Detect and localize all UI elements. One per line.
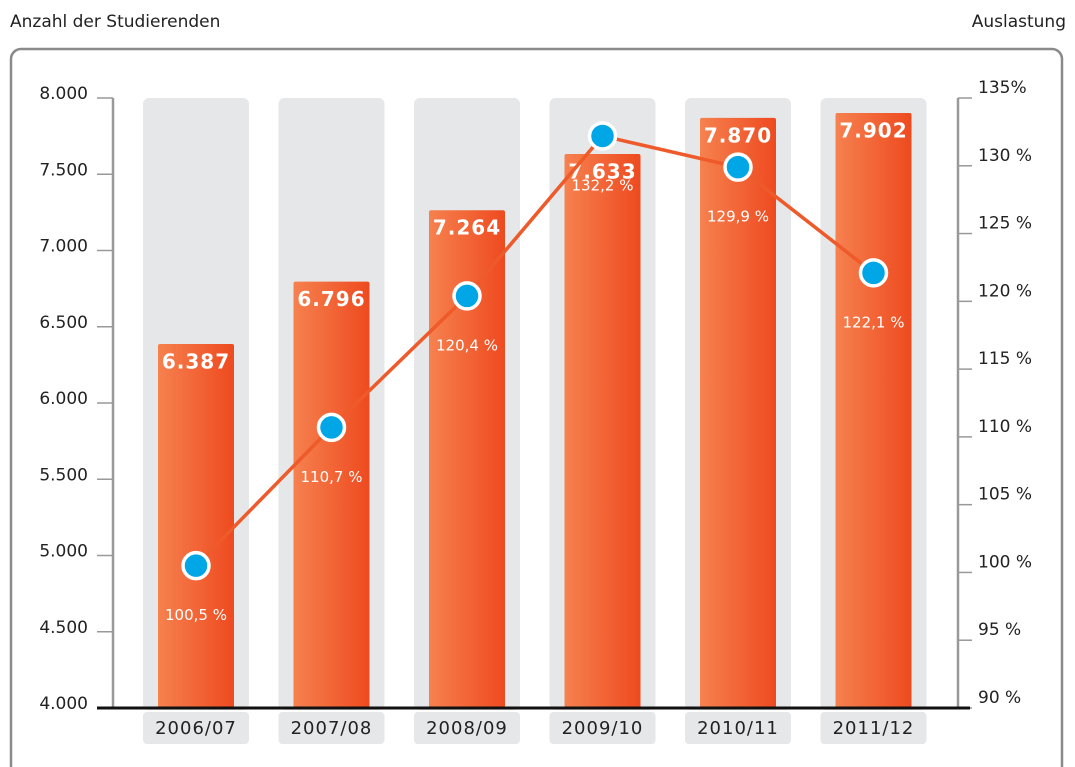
x-tick-label: 2007/08: [291, 718, 373, 739]
bar: [293, 281, 370, 708]
bar: [700, 117, 776, 708]
line-marker: [316, 412, 347, 443]
line-value-label: 132,2 %: [572, 176, 634, 194]
y2-tick-label: 90 %: [978, 688, 1021, 708]
y2-tick-label: 95 %: [978, 620, 1021, 640]
x-tick-label: 2011/12: [833, 718, 915, 739]
y2-tick-label: 120 %: [978, 281, 1032, 301]
line-marker: [587, 121, 618, 151]
bar-value-label: 7.870: [704, 123, 772, 147]
line: [194, 134, 875, 567]
category-box: [685, 712, 791, 744]
y-tick-label: 6.500: [39, 313, 88, 333]
y-tick-label: 8.000: [39, 84, 88, 104]
category-box: [278, 712, 385, 744]
y-tick-label: 4.500: [39, 618, 88, 638]
x-tick-label: 2006/07: [155, 718, 237, 739]
line-value-label: 100,5 %: [165, 606, 227, 624]
line-value-label: 122,1 %: [843, 313, 905, 331]
y2-tick-label: 135%: [978, 78, 1027, 98]
bar-value-label: 6.387: [162, 349, 230, 373]
bar-value-label: 7.264: [433, 216, 501, 240]
y2-tick-label: 125 %: [978, 214, 1032, 234]
y-axis-title: Anzahl der Studierenden: [10, 12, 220, 32]
line-value-label: 120,4 %: [436, 336, 498, 354]
y-tick-label: 5.000: [39, 542, 88, 562]
bar-value-label: 6.796: [297, 287, 365, 311]
backgrounds: [143, 98, 927, 744]
y-tick-label: 7.500: [39, 160, 88, 180]
line-marker: [452, 281, 482, 311]
bar: [835, 112, 912, 708]
y-tick-label: 4.000: [39, 694, 88, 714]
y2-tick-label: 110 %: [978, 417, 1032, 437]
line-value-label: 110,7 %: [301, 468, 363, 486]
bar-value-label: 7.902: [839, 118, 907, 142]
category-box: [549, 712, 656, 744]
x-tick-label: 2010/11: [697, 718, 779, 739]
category-box: [143, 712, 249, 744]
y2-tick-label: 105 %: [978, 485, 1032, 505]
line-marker: [181, 550, 211, 581]
frame: [9, 47, 1064, 767]
line-marker: [723, 152, 753, 182]
line-value-label: 129,9 %: [707, 208, 769, 226]
y-tick-label: 7.000: [39, 237, 88, 257]
x-tick-label: 2009/10: [562, 718, 644, 739]
bar: [429, 210, 505, 709]
category-box: [820, 712, 927, 744]
category-box: [414, 712, 520, 744]
x-tick-label: 2008/09: [426, 718, 508, 739]
y2-axis-title: Auslastung: [972, 12, 1066, 32]
y2-tick-label: 130 %: [978, 146, 1032, 166]
y-tick-label: 6.000: [39, 389, 88, 409]
line-marker: [858, 258, 889, 288]
bar: [564, 153, 641, 708]
y2-tick-label: 115 %: [978, 349, 1032, 369]
y-tick-label: 5.500: [39, 465, 88, 485]
y2-tick-label: 100 %: [978, 552, 1032, 572]
bar: [158, 343, 234, 708]
